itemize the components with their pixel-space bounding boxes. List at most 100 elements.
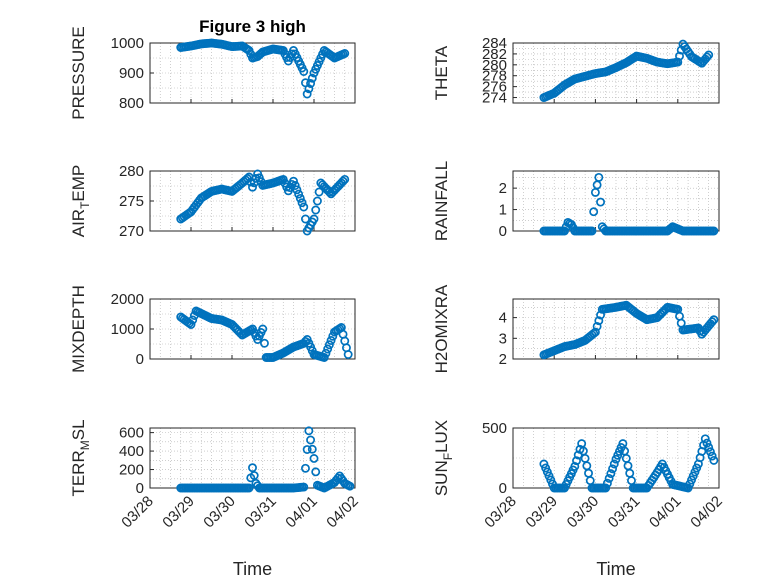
ytick-label: 276 bbox=[482, 79, 507, 96]
data-point bbox=[324, 187, 334, 197]
data-point bbox=[702, 52, 712, 62]
ytick-label: 800 bbox=[119, 95, 144, 112]
ylabel: RAINFALL bbox=[432, 161, 451, 241]
data-point bbox=[709, 315, 719, 325]
data-point bbox=[572, 456, 581, 466]
xlabel: Time bbox=[596, 559, 635, 579]
xtick-label: 04/01 bbox=[282, 493, 321, 532]
ytick-label: 280 bbox=[119, 163, 144, 180]
subplot-air_temp: 270 275 280 AIRTEMP bbox=[69, 163, 356, 240]
ytick-label: 3 bbox=[499, 330, 507, 347]
data-point bbox=[306, 435, 316, 445]
data-point bbox=[709, 455, 719, 465]
data-point bbox=[295, 193, 305, 203]
data-point bbox=[289, 176, 298, 186]
data-point bbox=[299, 482, 309, 492]
data-point bbox=[290, 181, 300, 190]
data-point bbox=[319, 353, 329, 362]
data-point bbox=[589, 207, 599, 217]
ytick-label: 270 bbox=[119, 223, 144, 240]
data-point bbox=[570, 461, 580, 471]
ylabel-end: LUX bbox=[432, 420, 451, 453]
xtick-label: 03/31 bbox=[241, 493, 280, 532]
ylabel: MIXDEPTH bbox=[69, 285, 88, 373]
data-point bbox=[590, 327, 600, 337]
data-point bbox=[301, 463, 310, 473]
data-point bbox=[307, 444, 317, 454]
data-point bbox=[302, 445, 312, 454]
ylabel: TERRMSL bbox=[69, 419, 92, 496]
data-point bbox=[309, 454, 319, 463]
xtick-label: 03/30 bbox=[200, 493, 239, 532]
data-point bbox=[596, 197, 606, 207]
ytick-label: 275 bbox=[119, 193, 144, 210]
data-point bbox=[608, 464, 618, 474]
data-point bbox=[587, 226, 597, 236]
ylabel-main: SUN bbox=[432, 460, 451, 496]
data-point bbox=[340, 174, 350, 184]
data-point bbox=[707, 451, 717, 461]
ytick-label: 2 bbox=[499, 180, 507, 197]
xtick-label: 03/28 bbox=[481, 493, 520, 532]
xtick-label: 03/29 bbox=[522, 493, 561, 532]
data-point bbox=[704, 50, 714, 60]
subplot-mixdepth: 0 1000 2000 MIXDEPTH bbox=[69, 285, 356, 373]
subplot-pressure: 800 900 1000 PRESSURE bbox=[69, 26, 356, 120]
xtick-label: 04/02 bbox=[323, 493, 362, 532]
data-point bbox=[307, 73, 317, 83]
ylabel-main: TERR bbox=[69, 450, 88, 496]
data-point bbox=[302, 89, 312, 99]
xlabel: Time bbox=[233, 559, 272, 579]
ylabel-subscript: T bbox=[78, 201, 92, 209]
ylabel-main: H2OMIXRA bbox=[432, 284, 451, 373]
data-point bbox=[592, 321, 602, 331]
figure-title: Figure 3 high bbox=[199, 17, 306, 36]
data-point bbox=[326, 336, 336, 345]
data-point bbox=[700, 434, 710, 444]
xtick-label: 03/31 bbox=[605, 493, 644, 532]
subplot-sun_flux: 0 500 03/28 03/29 03/30 03/31 04/01 04/02 SUNFLU… bbox=[432, 420, 726, 579]
ylabel-end: SL bbox=[69, 419, 88, 440]
ytick-label: 200 bbox=[119, 462, 144, 479]
ytick-label: 600 bbox=[119, 425, 144, 442]
ylabel-end: EMP bbox=[69, 165, 88, 202]
ytick-label: 280 bbox=[482, 57, 507, 74]
ylabel-main: PRESSURE bbox=[69, 26, 88, 120]
axes-border bbox=[512, 42, 720, 104]
ylabel: PRESSURE bbox=[69, 26, 88, 120]
ytick-label: 1000 bbox=[111, 321, 144, 338]
ytick-label: 900 bbox=[119, 65, 144, 82]
ylabel: THETA bbox=[432, 45, 451, 100]
data-point bbox=[312, 196, 322, 206]
xtick-label: 03/29 bbox=[159, 493, 198, 532]
subplot-h2omixra: 2 3 4 H2OMIXRA bbox=[432, 284, 720, 373]
data-point bbox=[707, 317, 717, 327]
ytick-label: 500 bbox=[482, 420, 507, 437]
data-point bbox=[343, 350, 353, 359]
data-point bbox=[601, 483, 611, 493]
data-point bbox=[704, 442, 714, 452]
ytick-label: 0 bbox=[499, 480, 507, 497]
ytick-label: 0 bbox=[136, 351, 144, 368]
data-point bbox=[292, 185, 302, 195]
data-point bbox=[321, 348, 331, 358]
data-point bbox=[345, 481, 355, 491]
ytick-label: 0 bbox=[136, 480, 144, 497]
data-point bbox=[304, 84, 314, 94]
data-point bbox=[702, 438, 712, 448]
data-point bbox=[311, 467, 321, 477]
ytick-label: 0 bbox=[499, 223, 507, 240]
axes-border bbox=[512, 298, 720, 360]
data-point bbox=[311, 205, 321, 215]
data-point bbox=[606, 469, 616, 479]
ylabel-main: THETA bbox=[432, 45, 451, 100]
ylabel-main: AIR bbox=[69, 209, 88, 237]
data-point bbox=[260, 338, 269, 348]
data-point bbox=[244, 483, 254, 493]
data-point bbox=[248, 463, 257, 473]
ytick-label: 4 bbox=[499, 310, 507, 327]
ylabel-subscript: M bbox=[78, 440, 92, 450]
data-point bbox=[258, 324, 268, 334]
data-point bbox=[602, 478, 612, 488]
